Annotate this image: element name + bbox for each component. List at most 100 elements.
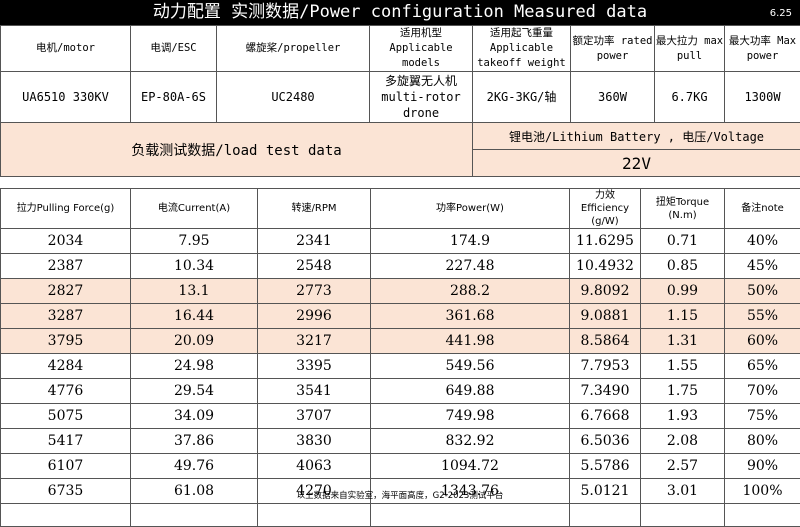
table-cell: 3707: [258, 404, 371, 429]
spec-header-cell: 额定功率 rated power: [571, 26, 655, 72]
table-cell: 361.68: [371, 304, 570, 329]
table-cell: 227.48: [371, 254, 570, 279]
table-cell: 50%: [725, 279, 800, 304]
table-cell: 2341: [258, 229, 371, 254]
spec-value-row: UA6510 330KV EP-80A-6S UC2480 多旋翼无人机 mul…: [1, 72, 800, 123]
battery-label: 锂电池/Lithium Battery , 电压/Voltage: [473, 123, 800, 150]
data-table: 电机/motor 电调/ESC 螺旋桨/propeller 适用机型 Appli…: [0, 25, 800, 177]
date-label: 6.25: [770, 0, 792, 25]
table-cell: 3395: [258, 354, 371, 379]
table-cell: 2.57: [641, 454, 725, 479]
table-cell: 4063: [258, 454, 371, 479]
spec-value-cell: 360W: [571, 72, 655, 123]
spec-header-cell: 最大功率 Max power: [725, 26, 800, 72]
table-cell: 9.0881: [570, 304, 641, 329]
table-cell: 5075: [1, 404, 131, 429]
column-header: 力效 Efficiency (g/W): [570, 189, 641, 229]
load-data-table: 拉力Pulling Force(g) 电流Current(A) 转速/RPM 功…: [0, 188, 800, 527]
table-cell: 2387: [1, 254, 131, 279]
table-cell: 1094.72: [371, 454, 570, 479]
voltage-value: 22V: [473, 150, 800, 177]
table-cell: 174.9: [371, 229, 570, 254]
table-cell: 8.5864: [570, 329, 641, 354]
table-cell: 6.7668: [570, 404, 641, 429]
spec-value-cell: 2KG-3KG/轴: [473, 72, 571, 123]
column-header: 扭矩Torque (N.m): [641, 189, 725, 229]
column-header: 备注note: [725, 189, 800, 229]
table-cell: 1.15: [641, 304, 725, 329]
table-cell: 832.92: [371, 429, 570, 454]
table-cell: 2996: [258, 304, 371, 329]
footer-note: 以上数据来自实验室，海平面高度，G2-2023测试平台: [0, 484, 800, 508]
table-cell: 0.85: [641, 254, 725, 279]
spec-header-row: 电机/motor 电调/ESC 螺旋桨/propeller 适用机型 Appli…: [1, 26, 800, 72]
column-header: 功率Power(W): [371, 189, 570, 229]
spec-value-cell: EP-80A-6S: [131, 72, 217, 123]
table-cell: 649.88: [371, 379, 570, 404]
load-test-title: 负载测试数据/load test data: [1, 123, 473, 177]
table-cell: 3217: [258, 329, 371, 354]
table-cell: 3287: [1, 304, 131, 329]
table-cell: 1.93: [641, 404, 725, 429]
table-cell: 6.5036: [570, 429, 641, 454]
table-cell: 10.4932: [570, 254, 641, 279]
table-cell: 1.75: [641, 379, 725, 404]
table-cell: 3541: [258, 379, 371, 404]
table-cell: 16.44: [131, 304, 258, 329]
table-cell: 60%: [725, 329, 800, 354]
table-cell: 4776: [1, 379, 131, 404]
spec-header-cell: 适用机型 Applicable models: [370, 26, 473, 72]
table-cell: 49.76: [131, 454, 258, 479]
page-title: 动力配置 实测数据/Power configuration Measured d…: [0, 0, 800, 25]
table-cell: 29.54: [131, 379, 258, 404]
spec-value-cell: UC2480: [217, 72, 370, 123]
spec-header-cell: 最大拉力 max pull: [655, 26, 725, 72]
spec-header-cell: 螺旋桨/propeller: [217, 26, 370, 72]
table-cell: 2827: [1, 279, 131, 304]
table-cell: 45%: [725, 254, 800, 279]
table-cell: 70%: [725, 379, 800, 404]
table-cell: 2773: [258, 279, 371, 304]
table-cell: 13.1: [131, 279, 258, 304]
table-cell: 24.98: [131, 354, 258, 379]
table-cell: 549.56: [371, 354, 570, 379]
table-cell: 80%: [725, 429, 800, 454]
spec-value-cell: 1300W: [725, 72, 800, 123]
table-cell: 1.55: [641, 354, 725, 379]
spec-header-cell: 电机/motor: [1, 26, 131, 72]
column-header: 拉力Pulling Force(g): [1, 189, 131, 229]
table-cell: 75%: [725, 404, 800, 429]
table-cell: 3830: [258, 429, 371, 454]
data-header-row: 拉力Pulling Force(g) 电流Current(A) 转速/RPM 功…: [1, 189, 800, 229]
table-cell: 5.5786: [570, 454, 641, 479]
table-cell: 65%: [725, 354, 800, 379]
table-cell: 2034: [1, 229, 131, 254]
table-cell: 2.08: [641, 429, 725, 454]
table-cell: 55%: [725, 304, 800, 329]
column-header: 转速/RPM: [258, 189, 371, 229]
table-cell: 7.95: [131, 229, 258, 254]
table-cell: 10.34: [131, 254, 258, 279]
table-cell: 9.8092: [570, 279, 641, 304]
load-header-row: 负载测试数据/load test data 锂电池/Lithium Batter…: [1, 123, 800, 150]
table-cell: 1.31: [641, 329, 725, 354]
spec-value-cell: UA6510 330KV: [1, 72, 131, 123]
table-cell: 3795: [1, 329, 131, 354]
table-cell: 11.6295: [570, 229, 641, 254]
table-cell: 749.98: [371, 404, 570, 429]
table-cell: 288.2: [371, 279, 570, 304]
table-cell: 5417: [1, 429, 131, 454]
table-cell: 7.3490: [570, 379, 641, 404]
table-cell: 7.7953: [570, 354, 641, 379]
table-cell: 90%: [725, 454, 800, 479]
table-cell: 34.09: [131, 404, 258, 429]
spec-header-cell: 适用起飞重量 Applicable takeoff weight: [473, 26, 571, 72]
